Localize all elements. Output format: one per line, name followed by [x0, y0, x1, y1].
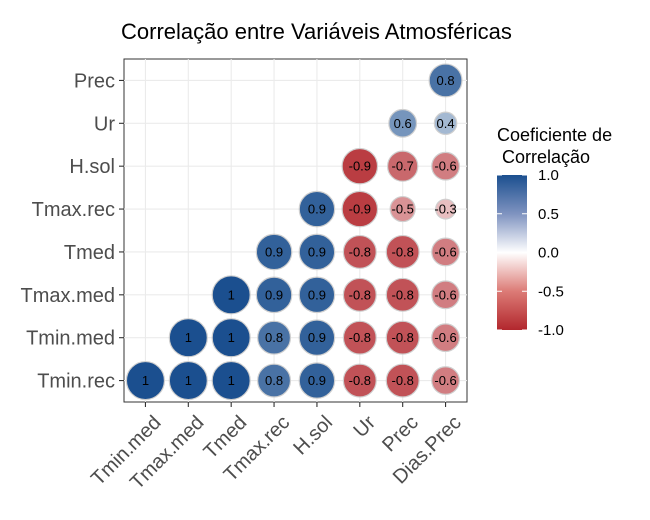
cell-Dias.Prec-Tmin.rec: [431, 366, 460, 395]
cell-H.sol-Tmin.rec: [298, 362, 336, 399]
y-tick-label: Tmin.rec: [37, 371, 115, 393]
cell-label: 0.8: [265, 330, 283, 345]
cell-Ur-Tmed: [342, 234, 377, 269]
cell-Dias.Prec-Ur: [433, 111, 458, 136]
y-tick-label: Prec: [74, 70, 115, 92]
cell-label: -0.8: [391, 244, 413, 259]
cell-label: 0.8: [437, 73, 455, 88]
cell-Tmed-Tmin.rec: [211, 360, 251, 401]
cell-Tmax.rec-Tmed: [255, 233, 293, 271]
cell-Prec-H.sol: [386, 150, 419, 182]
cell-label: -0.8: [391, 287, 413, 302]
legend-tick-label: 0.0: [538, 245, 559, 262]
cell-label: -0.8: [349, 373, 371, 388]
cell-Dias.Prec-Tmin.med: [431, 323, 460, 353]
cell-label: -0.6: [434, 159, 456, 174]
cell-Dias.Prec-H.sol: [431, 151, 460, 181]
cell-Prec-Tmed: [385, 234, 420, 269]
cell-label: -0.6: [434, 330, 456, 345]
cell-label: -0.8: [349, 244, 371, 259]
cell-label: 1: [185, 330, 192, 345]
cell-label: -0.8: [349, 330, 371, 345]
cell-label: 0.6: [394, 116, 412, 131]
cell-label: -0.7: [391, 159, 413, 174]
cell-label: -0.8: [391, 330, 413, 345]
cell-Tmax.rec-Tmin.med: [257, 320, 292, 355]
cell-label: -0.6: [434, 287, 456, 302]
cell-label: -0.3: [434, 202, 456, 217]
plot-panel: 1 1 1 0.8 0.9 -0.8 -0.8 -0.6 1 1 0.8 0.9 -0.8 -0.8 -0.…: [123, 58, 468, 403]
legend-tick-label: -1.0: [538, 322, 564, 339]
y-tick-label: Tmax.med: [21, 285, 115, 307]
y-axis: Tmin.rec Tmin.med Tmax.med Tmed Tmax.rec H.so…: [21, 70, 124, 393]
cell-label: -0.6: [434, 373, 456, 388]
cell-Dias.Prec-Tmax.rec: [435, 198, 457, 220]
legend-tick-label: -0.5: [538, 283, 564, 300]
cell-label: 0.9: [265, 244, 283, 259]
cell-Ur-Tmax.med: [342, 277, 377, 312]
chart-title: Correlação entre Variáveis Atmosféricas: [121, 19, 512, 44]
cell-label: 1: [228, 330, 235, 345]
legend-tick-label: 1.0: [538, 167, 559, 184]
cell-label: 0.4: [437, 116, 455, 131]
y-tick-label: Tmed: [64, 242, 115, 264]
cell-label: 0.9: [308, 373, 326, 388]
cell-H.sol-Tmax.med: [298, 276, 336, 314]
legend-title-line-1: Coeficiente de: [497, 125, 612, 145]
cell-Dias.Prec-Tmed: [431, 237, 460, 267]
cell-label: 0.9: [308, 330, 326, 345]
cell-Tmax.med-Tmin.med: [168, 318, 208, 358]
cell-label: -0.6: [434, 244, 456, 259]
cell-H.sol-Tmax.rec: [298, 190, 336, 228]
cell-Prec-Tmin.rec: [385, 363, 420, 398]
y-tick-label: H.sol: [69, 156, 115, 178]
legend-ticks: 1.0 0.5 0.0 -0.5 -1.0: [497, 167, 564, 339]
cell-Dias.Prec-Prec: [428, 63, 463, 98]
cell-label: -0.8: [391, 373, 413, 388]
cell-label: 1: [142, 373, 149, 388]
cell-Dias.Prec-Tmax.med: [431, 280, 460, 310]
cell-Tmax.med-Tmin.rec: [168, 360, 208, 401]
cell-H.sol-Tmed: [298, 233, 336, 271]
cells: 1 1 1 0.8 0.9 -0.8 -0.8 -0.6 1 1 0.8 0.9 -0.8 -0.8 -0.…: [125, 63, 463, 401]
cell-Ur-Tmax.rec: [341, 190, 379, 228]
y-tick-label: Tmax.rec: [32, 199, 115, 221]
legend: Coeficiente de Correlação 1.0 0.5 0.0 -0.5 -…: [497, 125, 612, 339]
cell-Prec-Tmax.med: [385, 277, 420, 312]
cell-label: 1: [228, 373, 235, 388]
cell-Tmax.rec-Tmax.med: [255, 276, 293, 314]
cell-Tmed-Tmin.med: [211, 318, 251, 358]
y-tick-label: Tmin.med: [26, 328, 115, 350]
cell-label: -0.9: [349, 202, 371, 217]
cell-label: -0.8: [349, 287, 371, 302]
cell-label: 0.8: [265, 373, 283, 388]
cell-label: 0.9: [265, 287, 283, 302]
cell-label: 1: [228, 287, 235, 302]
cell-Ur-Tmin.rec: [342, 363, 377, 398]
cell-Tmin.med-Tmin.rec: [125, 360, 166, 401]
legend-tick-label: 0.5: [538, 206, 559, 223]
cell-Tmax.rec-Tmin.rec: [257, 363, 292, 398]
cell-label: -0.9: [349, 159, 371, 174]
cell-Prec-Tmax.rec: [389, 195, 416, 223]
cell-Ur-Tmin.med: [342, 320, 377, 355]
cell-label: -0.5: [391, 202, 413, 217]
y-tick-label: Ur: [94, 113, 115, 135]
cell-label: 0.9: [308, 202, 326, 217]
cell-label: 1: [185, 373, 192, 388]
cell-Ur-H.sol: [341, 147, 379, 185]
legend-title-line-2: Correlação: [497, 147, 590, 167]
cell-Tmed-Tmax.med: [211, 275, 251, 315]
cell-Prec-Ur: [388, 108, 418, 138]
cell-Prec-Tmin.med: [385, 320, 420, 355]
cell-label: 0.9: [308, 287, 326, 302]
x-tick-label: H.sol: [289, 412, 337, 460]
x-tick-label: Ur: [349, 411, 380, 442]
cell-H.sol-Tmin.med: [298, 319, 336, 356]
cell-label: 0.9: [308, 244, 326, 259]
